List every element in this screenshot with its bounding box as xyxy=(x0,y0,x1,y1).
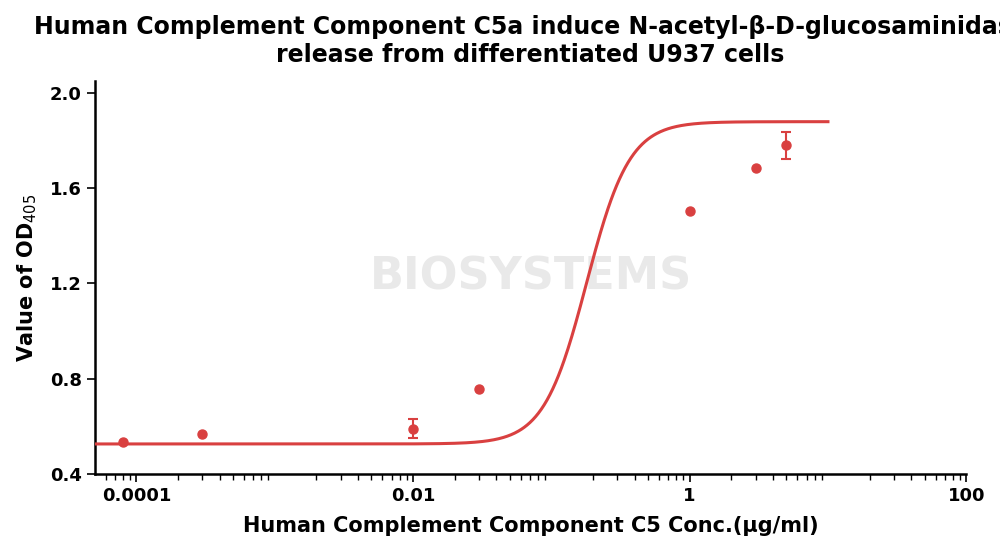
Y-axis label: Value of OD$_{405}$: Value of OD$_{405}$ xyxy=(15,193,39,361)
Text: BIOSYSTEMS: BIOSYSTEMS xyxy=(369,256,692,299)
X-axis label: Human Complement Component C5 Conc.(μg/ml): Human Complement Component C5 Conc.(μg/m… xyxy=(243,516,818,536)
Title: Human Complement Component C5a induce N-acetyl-β-D-glucosaminidase
release from : Human Complement Component C5a induce N-… xyxy=(34,15,1000,67)
